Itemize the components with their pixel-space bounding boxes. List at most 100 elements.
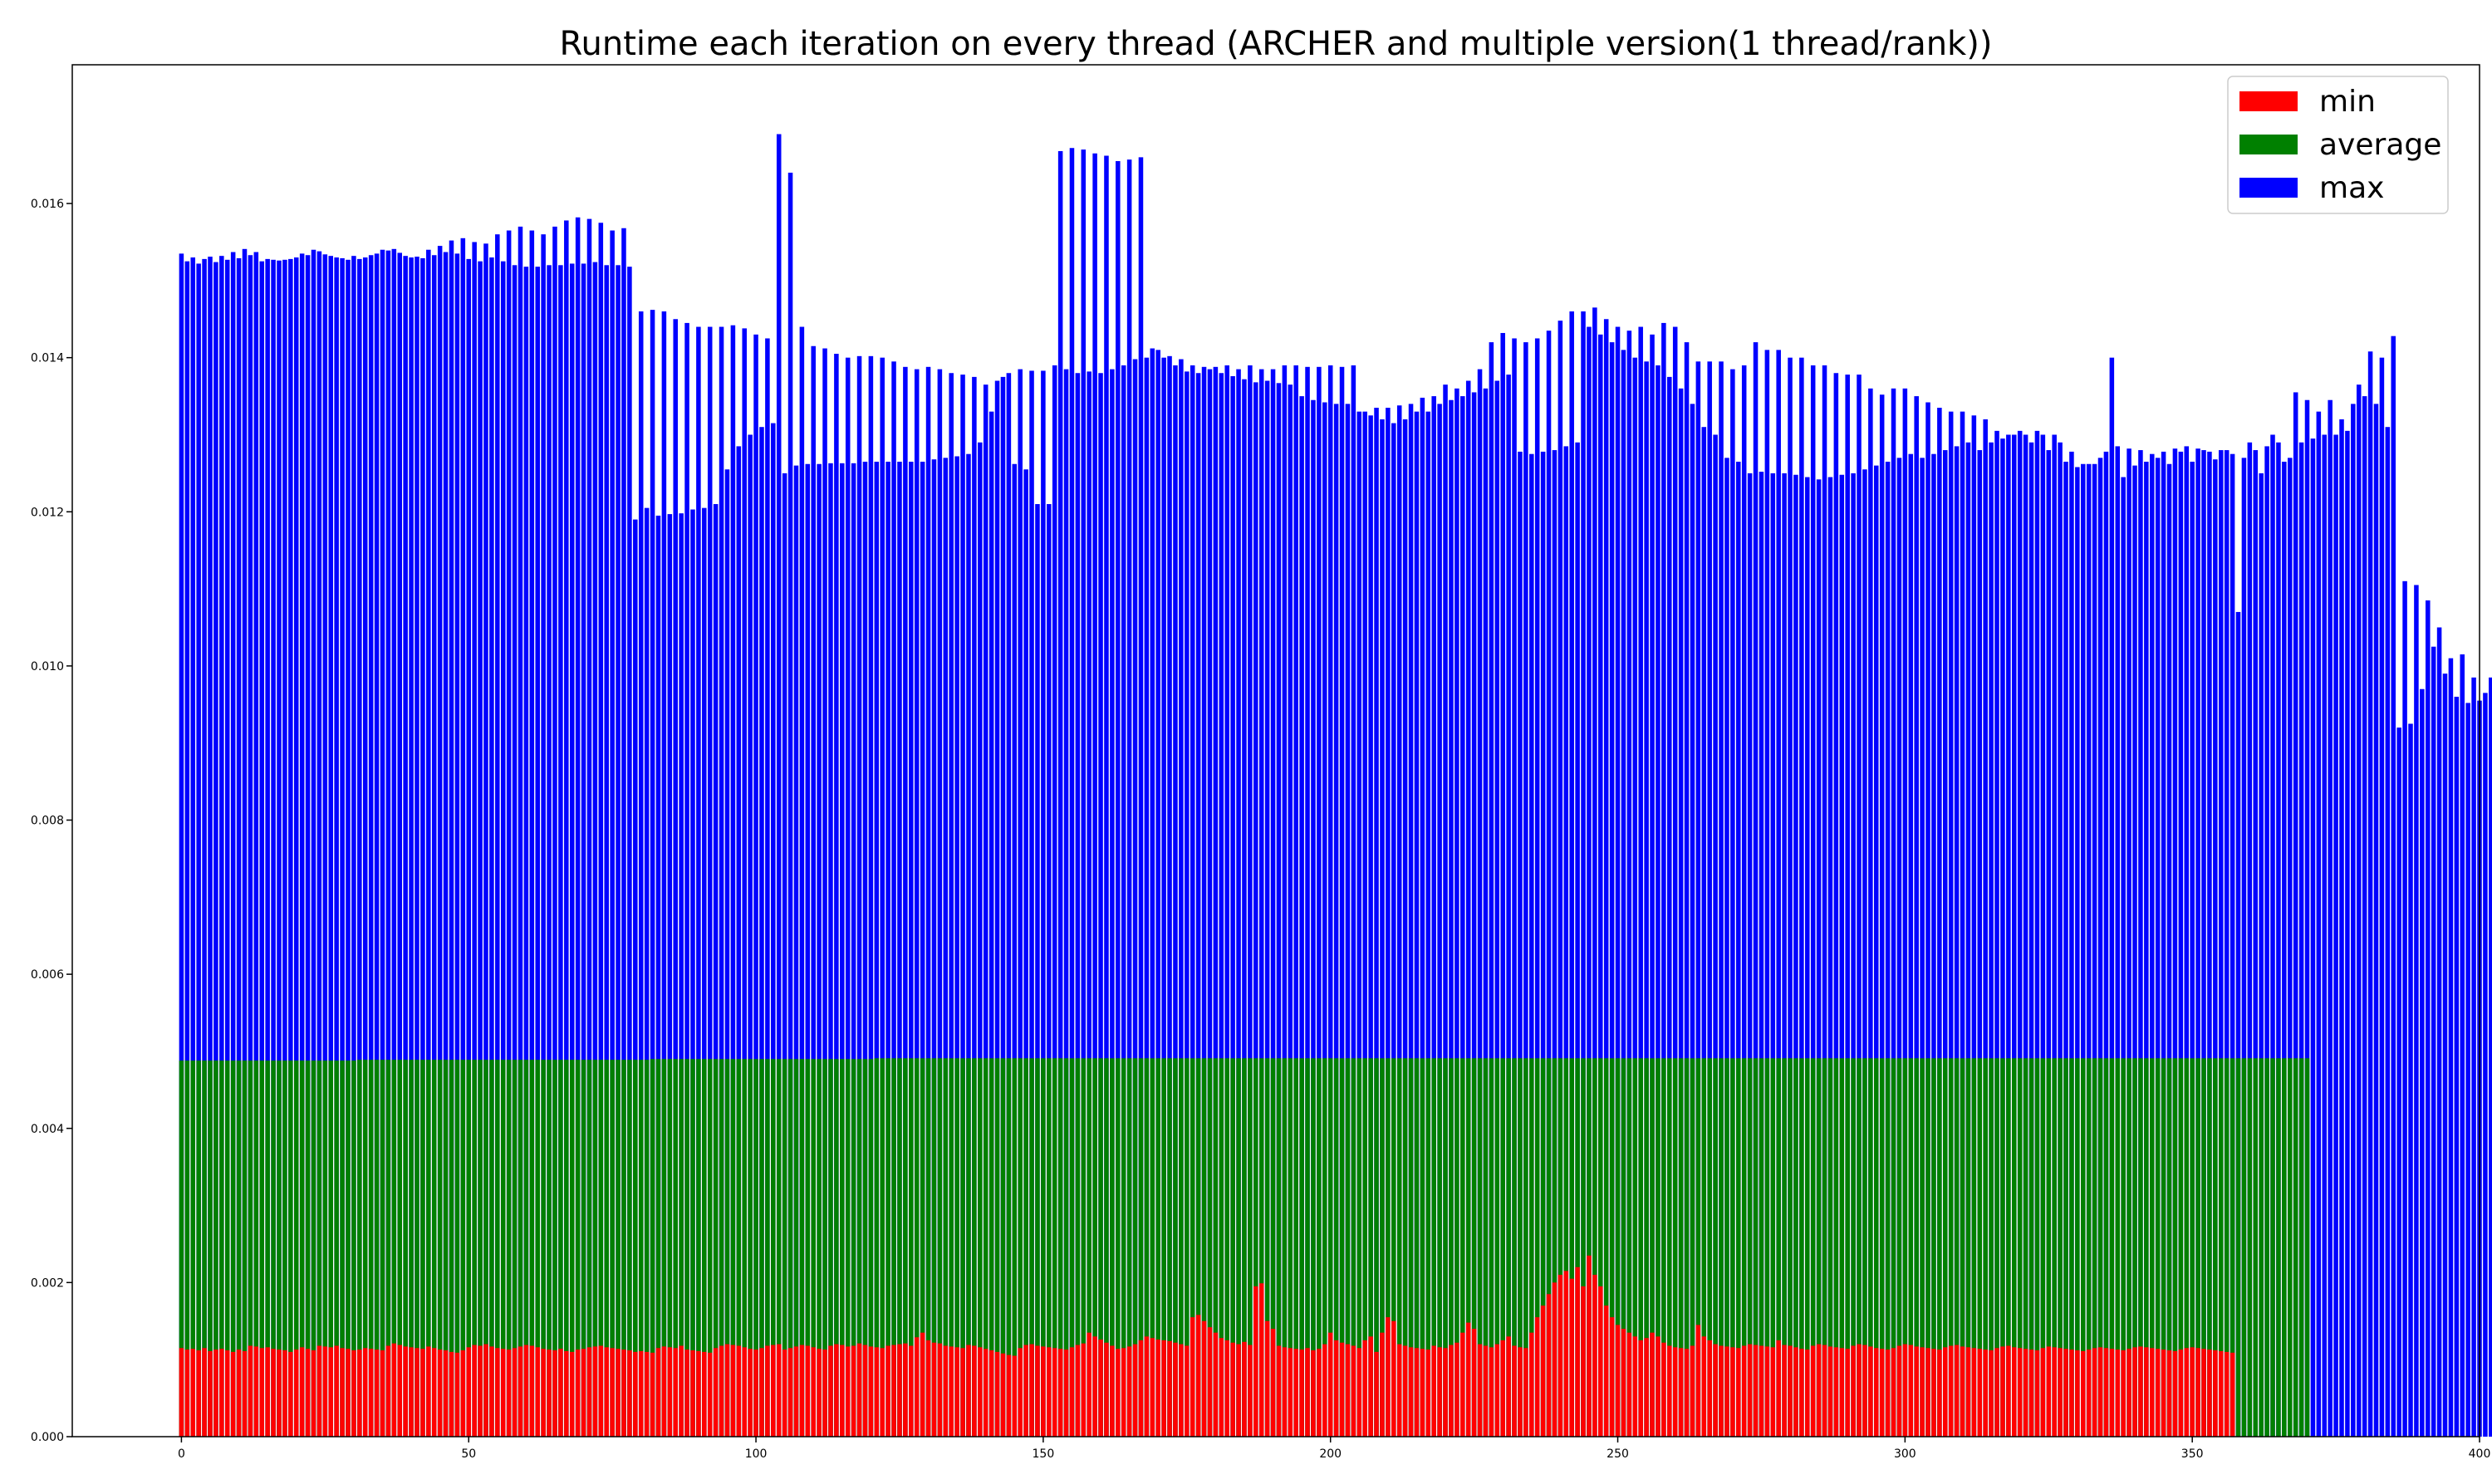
bar-min [224,1350,230,1437]
bar-min [1305,1348,1310,1437]
bar-max [1443,384,1448,1437]
bar-min [2006,1345,2011,1437]
bar-average [828,1059,833,1437]
bar-average [2293,1058,2298,1437]
bar-min [219,1349,224,1437]
bar-max [2195,448,2200,1437]
bar-average [1638,1058,1643,1437]
bar-max [2121,477,2126,1437]
bar-min [282,1350,287,1437]
bar-min [799,1344,805,1437]
bar-average [1581,1058,1586,1437]
bar-min [1977,1349,1983,1437]
bar-average [224,1060,230,1437]
bar-max [1937,408,1942,1437]
bar-min [1207,1327,1213,1437]
bar-max [2224,450,2230,1437]
bar-average [1167,1058,1172,1437]
bar-max [316,251,322,1437]
bar-max [2138,450,2143,1437]
bar-max [2420,688,2425,1437]
bar-max [1041,370,1046,1437]
bar-average [1874,1058,1879,1437]
bar-max [1305,366,1310,1437]
bar-min [1339,1342,1345,1437]
bar-average [994,1058,1000,1437]
bar-max [828,463,833,1437]
bar-max [1684,342,1690,1437]
bar-max [1087,371,1091,1437]
bar-average [1845,1058,1850,1437]
bar-max [943,458,949,1437]
bar-max [1190,365,1195,1437]
bar-max [1678,388,1684,1437]
bar-min [529,1345,535,1437]
bar-min [1489,1347,1494,1437]
bar-max [385,250,391,1437]
bar-average [391,1060,397,1437]
bar-average [845,1059,851,1437]
bar-min [1081,1343,1087,1437]
bar-average [2195,1058,2200,1437]
bar-max [1581,311,1586,1437]
bar-average [535,1060,540,1437]
bar-max [1661,322,1666,1437]
bar-average [822,1059,827,1437]
bar-min [696,1350,701,1437]
bar-min [328,1347,333,1437]
bar-min [1258,1283,1264,1437]
bar-min [1719,1345,1724,1437]
bar-max [1396,405,1402,1437]
bar-max [328,256,333,1437]
bar-average [1707,1058,1712,1437]
bar-min [1138,1340,1144,1437]
bar-min [1047,1347,1052,1437]
bar-average [1081,1058,1087,1437]
bar-average [1317,1058,1322,1437]
bar-min [994,1351,1000,1437]
bar-max [311,249,316,1437]
bar-min [1667,1345,1672,1437]
bar-max [1293,365,1298,1437]
bar-max [581,263,586,1437]
bar-min [1678,1348,1684,1437]
bar-max [478,261,483,1437]
bar-max [610,230,615,1437]
bar-max [1793,474,1798,1437]
bar-min [1069,1347,1075,1437]
bar-max [1512,338,1517,1437]
x-tick-label: 400 [2469,1447,2491,1461]
bar-max [673,319,678,1437]
bar-min [1931,1349,1936,1437]
bar-max [1965,442,1971,1437]
bar-min [346,1349,351,1437]
bar-average [431,1060,437,1437]
bar-max [1994,430,1999,1437]
bar-min [1960,1346,1965,1437]
bar-max [472,242,477,1437]
bar-average [385,1060,391,1437]
bar-max [1063,369,1069,1437]
bar-max [2276,442,2281,1437]
bar-average [667,1059,673,1437]
bar-max [856,355,862,1437]
bar-min [914,1337,920,1437]
bar-average [1719,1058,1724,1437]
bar-min [483,1344,488,1437]
bar-min [1460,1332,1465,1437]
bar-max [1057,150,1063,1437]
bar-average [328,1060,333,1437]
bar-average [253,1060,259,1437]
bar-average [2247,1058,2253,1437]
bar-min [1747,1344,1753,1437]
bar-average [1937,1058,1942,1437]
bar-max [529,230,535,1437]
bar-average [1155,1058,1160,1437]
bar-average [1667,1058,1672,1437]
bar-min [1023,1344,1028,1437]
bar-max [277,260,282,1437]
bar-max [575,217,581,1437]
bar-min [891,1344,896,1437]
bar-max [1747,473,1753,1437]
bar-max [1506,375,1511,1437]
